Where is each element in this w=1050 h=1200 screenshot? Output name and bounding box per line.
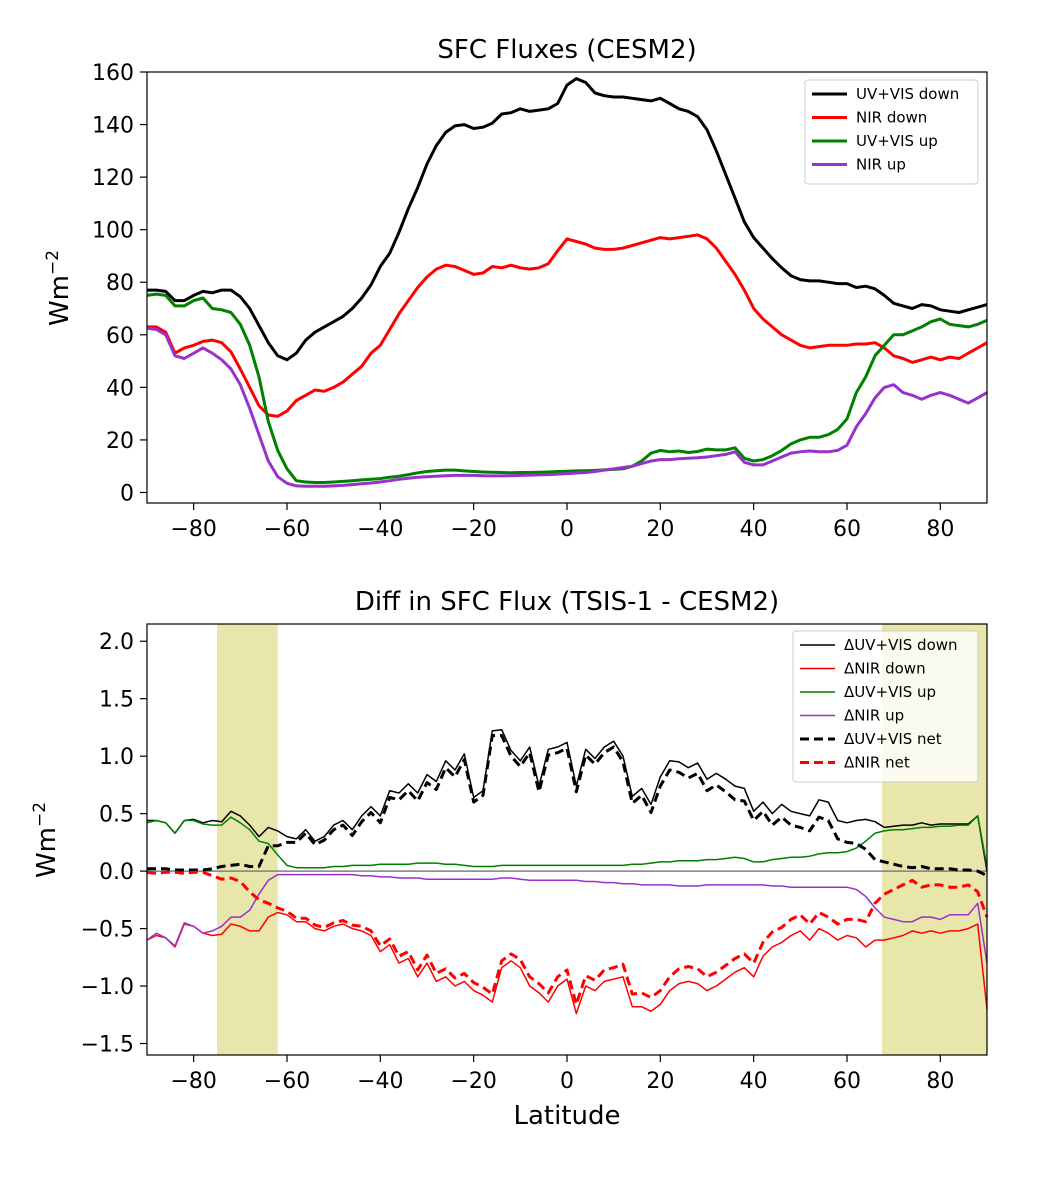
- series-line: [146, 815, 988, 869]
- y-tick-label: 1.5: [99, 688, 134, 713]
- shaded-band: [217, 624, 278, 1055]
- legend-label: UV+VIS up: [856, 132, 938, 150]
- legend-box: [792, 630, 979, 783]
- x-tick-label: 20: [646, 1069, 674, 1094]
- y-tick-label: 1.0: [99, 745, 134, 770]
- series-line: [146, 873, 988, 964]
- legend-label: NIR up: [856, 156, 906, 174]
- legend-label: ΔUV+VIS net: [844, 730, 942, 748]
- y-tick-label: 2.0: [99, 630, 134, 655]
- x-tick-label: 0: [560, 517, 574, 542]
- legend-label: UV+VIS down: [856, 85, 959, 103]
- series-line: [146, 292, 988, 484]
- series-group: [146, 77, 988, 488]
- y-tick-label: 100: [92, 219, 134, 244]
- x-tick-label: 60: [833, 1069, 861, 1094]
- legend-label: NIR down: [856, 109, 927, 127]
- legend-label: ΔNIR down: [844, 660, 926, 678]
- axis-ticks: −80 −60 −40 −20 0 20 40 60 80 −1.5 −1.0 −0.5 0.0 0.5 1…: [81, 630, 955, 1094]
- axis-ticks: −80 −60 −40 −20 0 20 40 60 80 0 20 40 60 80 100 120 140 1…: [92, 61, 954, 542]
- x-tick-label: 40: [740, 517, 768, 542]
- series-line: [147, 77, 988, 362]
- y-axis-label: Wm−2: [30, 802, 62, 878]
- legend-label: ΔNIR net: [844, 754, 910, 772]
- x-tick-label: −60: [264, 1069, 310, 1094]
- series-line: [147, 734, 988, 878]
- x-tick-label: 60: [833, 517, 861, 542]
- legend-label: ΔNIR up: [844, 707, 904, 725]
- x-tick-label: −20: [450, 517, 496, 542]
- y-tick-label: 0.5: [99, 803, 134, 828]
- y-axis-label: Wm−2: [43, 250, 75, 326]
- series-line: [147, 728, 988, 872]
- legend-label: ΔUV+VIS up: [844, 683, 936, 701]
- y-tick-label: −1.5: [81, 1033, 134, 1058]
- y-tick-label: −1.0: [81, 975, 134, 1000]
- flux-panel: SFC Fluxes (CESM2) −80 −60 −40 −20 0 20 40 60 80…: [43, 35, 988, 542]
- series-group: [146, 728, 989, 1015]
- legend: ΔUV+VIS down ΔNIR down ΔUV+VIS up ΔNIR up ΔU…: [792, 630, 979, 783]
- x-tick-label: −80: [170, 517, 216, 542]
- x-tick-label: −40: [357, 517, 403, 542]
- legend: UV+VIS down NIR down UV+VIS up NIR up: [804, 79, 979, 185]
- y-tick-label: 0.0: [99, 860, 134, 885]
- x-tick-label: −80: [170, 1069, 216, 1094]
- series-line: [146, 870, 989, 1006]
- series-line: [146, 326, 988, 488]
- series-line: [147, 233, 988, 418]
- y-tick-label: 160: [92, 61, 134, 86]
- y-tick-label: 80: [106, 271, 134, 296]
- x-tick-label: 20: [646, 517, 674, 542]
- x-tick-label: 0: [560, 1069, 574, 1094]
- x-tick-label: −60: [264, 517, 310, 542]
- y-tick-label: 120: [92, 166, 134, 191]
- series-line: [146, 911, 988, 1015]
- chart-title: Diff in SFC Flux (TSIS-1 - CESM2): [355, 587, 779, 617]
- y-tick-label: 60: [106, 324, 134, 349]
- legend-label: ΔUV+VIS down: [844, 636, 958, 654]
- x-tick-label: 40: [740, 1069, 768, 1094]
- diff-panel: Diff in SFC Flux (TSIS-1 - CESM2) −80 −60…: [30, 587, 989, 1131]
- x-axis-label: Latitude: [513, 1101, 620, 1131]
- y-tick-label: 40: [106, 376, 134, 401]
- x-tick-label: −20: [450, 1069, 496, 1094]
- y-tick-label: −0.5: [81, 918, 134, 943]
- y-tick-label: 20: [106, 429, 134, 454]
- x-tick-label: 80: [926, 1069, 954, 1094]
- legend-box: [804, 79, 979, 185]
- y-tick-label: 0: [120, 481, 134, 506]
- chart-title: SFC Fluxes (CESM2): [437, 35, 696, 65]
- x-tick-label: −40: [357, 1069, 403, 1094]
- x-tick-label: 80: [926, 517, 954, 542]
- y-tick-label: 140: [92, 114, 134, 139]
